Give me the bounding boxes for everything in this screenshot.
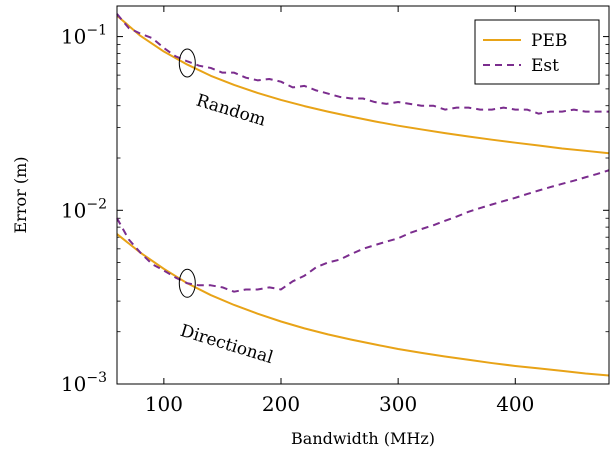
plot-frame: [116, 5, 610, 385]
group-label-random: Random: [194, 91, 268, 131]
legend-box: [474, 19, 600, 85]
x-tick-label: 400: [496, 392, 534, 416]
legend-label-est: Est: [531, 56, 559, 76]
marker-ellipse-random: [178, 48, 196, 78]
annotation-layer: Random Directional: [178, 48, 275, 368]
x-axis-label: Bandwidth (MHz): [291, 429, 435, 448]
x-tick-label: 200: [262, 392, 300, 416]
group-label-directional: Directional: [178, 321, 275, 368]
legend: PEB Est: [474, 19, 600, 85]
marker-ellipse-directional: [178, 268, 196, 298]
y-axis-label: Error (m): [11, 157, 30, 234]
x-tick-label: 100: [145, 392, 183, 416]
y-tick-label: 10−3: [61, 370, 107, 396]
est-line-random: [116, 13, 609, 115]
tick-layer: 100 200 300 400 10−3 10−2 10−1: [61, 6, 609, 416]
legend-label-peb: PEB: [531, 31, 567, 51]
series-layer: [116, 13, 610, 377]
y-tick-label: 10−1: [61, 23, 107, 49]
peb-line-directional: [116, 233, 610, 377]
peb-line-random: [116, 14, 610, 155]
y-tick-label: 10−2: [61, 196, 107, 222]
x-tick-label: 300: [379, 392, 417, 416]
est-line-directional: [116, 169, 610, 293]
